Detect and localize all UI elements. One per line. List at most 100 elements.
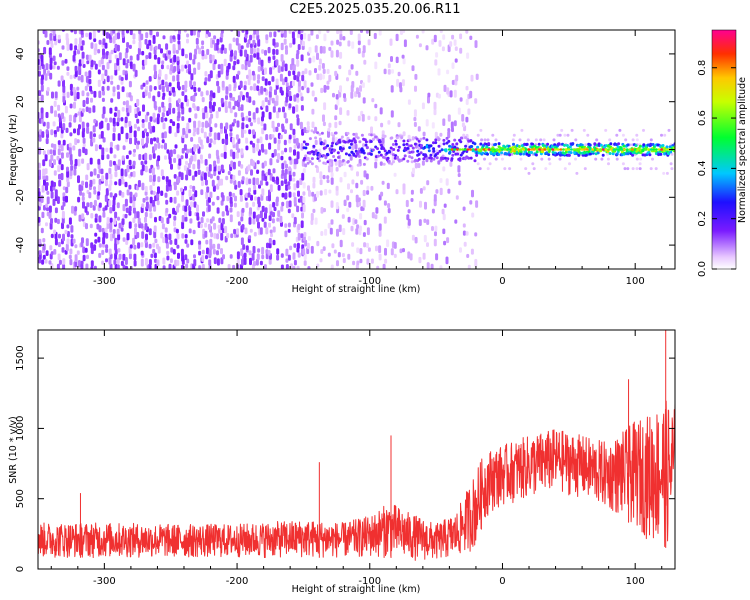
spectrogram-cell: [215, 149, 219, 157]
spectrogram-cell: [287, 254, 291, 261]
spectrogram-cell: [631, 153, 635, 157]
spectrogram-cell: [546, 142, 550, 146]
spectrogram-cell: [153, 54, 157, 60]
spectrogram-cell: [188, 169, 192, 176]
spectrogram-cell: [96, 173, 100, 179]
spectrogram-cell: [73, 128, 76, 134]
spectrogram-cell: [266, 242, 269, 249]
spectrogram-cell: [77, 196, 81, 203]
spectrogram-cell: [279, 73, 283, 82]
spectrogram-cell: [395, 189, 399, 195]
spectrogram-cell: [517, 145, 521, 148]
spectrogram-cell: [264, 67, 267, 75]
spectrogram-cell: [145, 142, 148, 148]
spectrogram-cell: [145, 196, 149, 201]
spectrogram-cell: [144, 216, 147, 223]
spectrogram-cell: [253, 47, 256, 54]
spectrogram-cell: [392, 148, 396, 151]
spectrogram-cell: [348, 139, 352, 143]
spectrogram-cell: [109, 179, 113, 186]
spectrogram-cell: [577, 148, 581, 151]
spectrogram-cell: [402, 30, 406, 34]
spectrogram-cell: [300, 233, 304, 239]
spectrogram-cell: [166, 149, 170, 154]
spectrogram-cell: [296, 97, 300, 103]
spectrogram-cell: [118, 52, 122, 61]
spectrogram-cell: [66, 181, 70, 188]
spectrogram-cell: [61, 30, 65, 32]
spectrogram-cell: [109, 192, 113, 198]
spectrogram-cell: [349, 30, 353, 35]
spectrogram-cell: [223, 47, 227, 54]
spectrogram-cell: [506, 148, 510, 151]
spectrogram-cell: [41, 131, 45, 138]
spectrogram-cell: [193, 153, 197, 162]
spectrogram-cell: [280, 66, 284, 72]
spectrogram-cell: [445, 178, 449, 186]
spectrogram-cell: [237, 170, 241, 176]
spectrogram-cell: [164, 233, 168, 238]
spectrogram-cell: [436, 151, 440, 155]
spectrogram-cell: [490, 148, 494, 151]
spectrogram-cell: [66, 66, 70, 71]
spectrogram-cell: [453, 89, 457, 98]
spectrogram-y-label: Frequency (Hz): [8, 114, 19, 186]
spectrogram-cell: [379, 153, 383, 157]
spectrogram-cell: [575, 171, 579, 175]
spectrogram-cell: [194, 190, 198, 198]
spectrogram-cell: [101, 260, 105, 265]
spectrogram-cell: [126, 42, 130, 48]
spectrogram-cell: [76, 128, 80, 136]
spectrogram-cell: [361, 149, 365, 153]
spectrogram-cell: [247, 164, 251, 171]
spectrogram-cell: [477, 148, 481, 151]
spectrogram-cell: [272, 226, 276, 233]
spectrogram-cell: [357, 197, 361, 202]
spectrogram-cell: [156, 116, 160, 125]
spectrogram-cell: [322, 174, 326, 180]
spectrogram-cell: [82, 127, 86, 133]
spectrogram-cell: [402, 248, 405, 253]
spectrogram-cell: [339, 177, 343, 183]
spectrogram-cell: [225, 74, 229, 80]
spectrogram-cell: [281, 162, 285, 170]
spectrogram-cell: [261, 162, 265, 169]
spectrogram-cell: [183, 165, 187, 171]
spectrogram-cell: [455, 142, 459, 146]
spectrogram-cell: [124, 181, 128, 188]
spectrogram-cell: [462, 223, 466, 228]
spectrogram-cell: [144, 211, 148, 218]
spectrogram-cell: [310, 245, 314, 254]
spectrogram-cell: [382, 263, 386, 269]
spectrogram-cell: [355, 70, 359, 76]
spectrogram-cell: [413, 142, 417, 146]
spectrogram-cell: [623, 167, 627, 171]
spectrogram-cell: [136, 118, 140, 124]
spectrogram-cell: [394, 142, 398, 146]
spectrogram-cell: [205, 111, 209, 119]
spectrogram-cell: [330, 177, 334, 185]
spectrogram-cell: [518, 138, 522, 142]
spectrogram-cell: [120, 126, 124, 135]
spectrogram-cell: [106, 61, 110, 70]
spectrogram-cell: [201, 263, 205, 269]
spectrogram-cell: [38, 70, 41, 77]
spectrogram-cell: [172, 248, 176, 255]
spectrogram-cell: [330, 40, 334, 46]
spectrogram-cell: [42, 243, 46, 251]
spectrogram-cell: [157, 113, 160, 119]
spectrogram-cell: [148, 168, 152, 174]
spectrogram-cell: [276, 111, 280, 119]
spectrogram-cell: [475, 200, 479, 208]
spectrogram-cell: [437, 144, 441, 148]
spectrogram-cell: [92, 137, 96, 143]
spectrogram-cell: [66, 176, 70, 183]
spectrogram-cell: [432, 141, 435, 145]
spectrogram-cell: [201, 107, 205, 113]
spectrogram-cell: [339, 239, 343, 248]
spectrogram-cell: [104, 42, 108, 49]
spectrogram-cell: [46, 40, 50, 45]
spectrogram-cell: [461, 114, 465, 122]
spectrogram-cell: [116, 84, 120, 90]
spectrogram-cell: [61, 112, 64, 119]
